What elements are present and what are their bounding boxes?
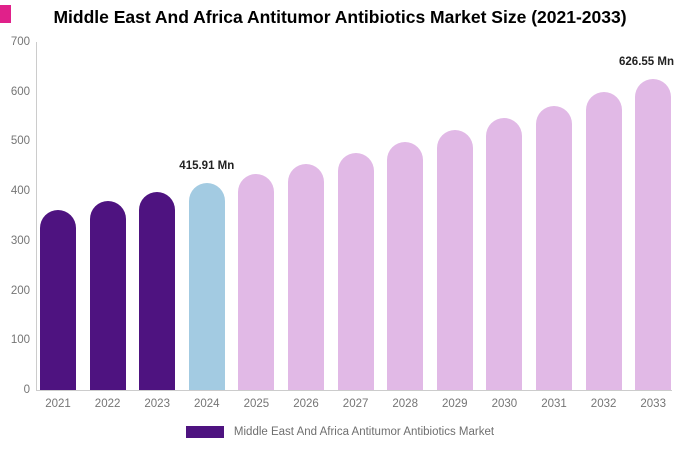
bar-2032[interactable] bbox=[585, 92, 622, 390]
corner-accent-mark bbox=[0, 5, 11, 23]
x-axis-line bbox=[36, 390, 672, 391]
x-label-2029: 2029 bbox=[442, 398, 468, 410]
y-tick-400: 400 bbox=[10, 185, 30, 198]
bar-2030[interactable] bbox=[486, 118, 523, 390]
x-label-2030: 2030 bbox=[491, 398, 518, 410]
x-label-2024: 2024 bbox=[194, 398, 220, 410]
y-tick-700: 700 bbox=[10, 36, 30, 48]
bar-2031[interactable] bbox=[536, 105, 572, 390]
legend-label: Middle East And Africa Antitumor Antibio… bbox=[233, 426, 495, 438]
bar-2027[interactable] bbox=[337, 152, 374, 390]
bar-2029[interactable] bbox=[436, 130, 473, 390]
y-tick-100: 100 bbox=[10, 334, 30, 347]
x-label-2022: 2022 bbox=[94, 398, 121, 410]
x-label-2028: 2028 bbox=[392, 398, 418, 410]
y-tick-600: 600 bbox=[10, 85, 30, 98]
bar-2026[interactable] bbox=[288, 163, 324, 390]
y-tick-300: 300 bbox=[10, 234, 30, 247]
data-label-2024: 415.91 Mn bbox=[179, 160, 235, 173]
x-label-2026: 2026 bbox=[293, 398, 319, 410]
x-label-2021: 2021 bbox=[45, 398, 71, 410]
bar-2025[interactable] bbox=[238, 173, 275, 390]
bar-2021[interactable] bbox=[40, 209, 76, 390]
bar-2022[interactable] bbox=[89, 201, 126, 390]
y-tick-200: 200 bbox=[10, 284, 30, 297]
x-label-2032: 2032 bbox=[590, 398, 617, 410]
x-label-2025: 2025 bbox=[243, 398, 270, 410]
legend-item[interactable]: Middle East And Africa Antitumor Antibio… bbox=[0, 426, 680, 438]
bar-2033[interactable] bbox=[635, 78, 672, 390]
x-label-2023: 2023 bbox=[144, 398, 170, 410]
x-label-2031: 2031 bbox=[541, 398, 567, 410]
x-label-2027: 2027 bbox=[342, 398, 369, 410]
y-tick-500: 500 bbox=[10, 135, 30, 148]
legend-swatch bbox=[185, 426, 224, 438]
x-label-2033: 2033 bbox=[640, 398, 666, 410]
y-axis-line bbox=[36, 42, 37, 390]
data-label-2033: 626.55 Mn bbox=[619, 55, 674, 68]
bar-2024[interactable] bbox=[188, 183, 225, 390]
bar-2023[interactable] bbox=[139, 192, 176, 390]
chart-title: Middle East And Africa Antitumor Antibio… bbox=[53, 7, 627, 27]
y-tick-0: 0 bbox=[23, 384, 30, 396]
bar-2028[interactable] bbox=[387, 141, 424, 390]
